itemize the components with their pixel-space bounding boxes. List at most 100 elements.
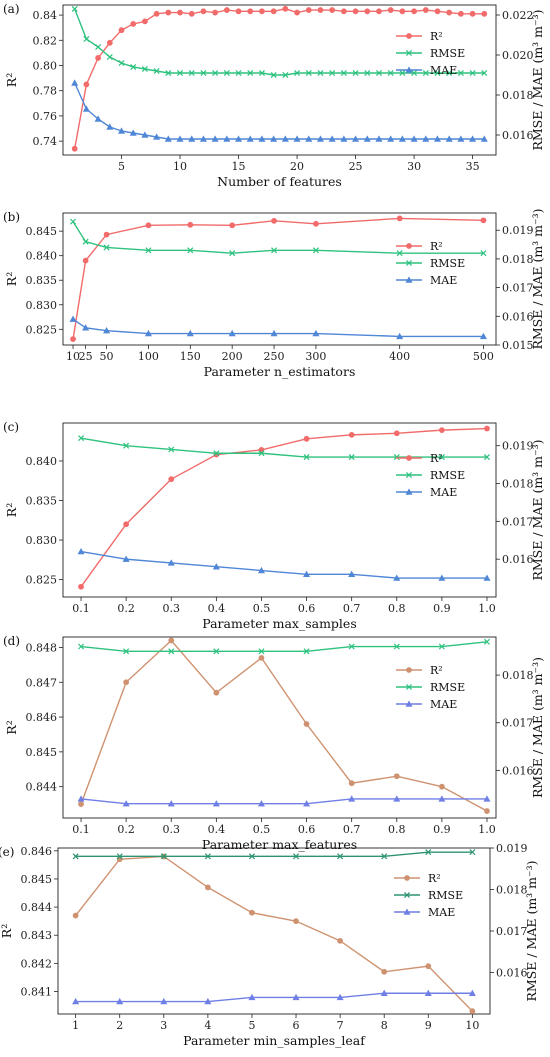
data-point [483, 454, 491, 461]
data-point [246, 135, 254, 142]
data-point [69, 315, 77, 322]
series-line [80, 798, 487, 805]
data-point [248, 853, 255, 860]
data-point [167, 800, 175, 807]
data-point [122, 555, 130, 562]
data-point [235, 69, 242, 77]
chart-panel-2: (c) 0.1 0.2 0.3 0.4 0.5 0.6 0.7 0.8 0.9 1.0 0.825 0.… [3, 420, 545, 631]
data-point [144, 329, 152, 337]
data-point [376, 8, 382, 15]
data-point [71, 5, 78, 13]
data-point [82, 105, 90, 112]
data-point [352, 8, 359, 15]
legend-label: RMSE [430, 47, 465, 60]
x-tick-label: 5 [248, 1019, 255, 1032]
x-tick-label: 500 [473, 350, 494, 363]
data-point [446, 9, 453, 16]
data-point [282, 5, 289, 12]
data-point [213, 648, 220, 655]
data-point [433, 135, 441, 142]
data-point [82, 238, 89, 245]
data-point [337, 853, 344, 860]
data-point [457, 135, 465, 142]
y-left-tick-label: 0.843 [21, 929, 53, 942]
series-line [72, 318, 484, 338]
data-point [106, 39, 113, 46]
data-point [165, 69, 172, 77]
data-point [399, 8, 406, 15]
data-point [247, 69, 254, 77]
data-point [438, 783, 445, 790]
data-point [188, 135, 196, 142]
legend: R² RMSE MAE [396, 664, 465, 711]
x-tick-label: 15 [232, 160, 246, 173]
y-right-tick-label: 0.018 [502, 669, 534, 682]
y-left-tick-label: 0.825 [26, 574, 58, 587]
x-tick-label: 250 [264, 350, 285, 363]
data-point [83, 81, 90, 88]
data-point [106, 53, 113, 61]
y-left-tick-label: 0.844 [26, 781, 58, 794]
y-left-tick-label: 0.844 [21, 901, 53, 914]
data-point [270, 135, 278, 142]
y-left-tick-label: 0.845 [26, 746, 58, 759]
series-line [75, 992, 473, 1003]
x-tick-label: 100 [138, 350, 159, 363]
data-point [177, 9, 183, 16]
legend-marker [406, 33, 412, 39]
data-point [70, 336, 76, 343]
legend-label: R² [430, 240, 443, 253]
data-point [348, 780, 355, 787]
legend-label: MAE [430, 698, 457, 711]
data-point [483, 795, 491, 802]
series-line [80, 427, 488, 588]
x-tick-label: 1.0 [478, 823, 496, 836]
data-point [72, 912, 79, 919]
legend: R² RMSE MAE [396, 240, 465, 287]
data-point [303, 648, 310, 655]
data-point [480, 250, 487, 257]
plot-frame [62, 212, 497, 346]
data-point [78, 435, 85, 442]
y-left-tick-label: 0.845 [26, 225, 58, 238]
x-tick-label: 0.5 [253, 602, 271, 615]
series-mae [71, 79, 488, 142]
legend-label: RMSE [430, 469, 465, 482]
chart-panel-3: (d) 0.1 0.2 0.3 0.4 0.5 0.6 0.7 0.8 0.9 1.0 0.844 0.… [3, 634, 545, 852]
x-tick-label: 0.7 [343, 823, 361, 836]
legend-marker [406, 455, 412, 461]
x-tick-label: 200 [222, 350, 243, 363]
legend: R² RMSE MAE [396, 452, 465, 499]
y-right-tick-label: 0.019 [496, 842, 528, 855]
data-point [348, 570, 356, 578]
y-left-tick-label: 0.846 [26, 711, 58, 724]
data-point [141, 65, 148, 73]
data-point [130, 63, 137, 71]
legend-marker [403, 891, 411, 899]
legend-label: RMSE [430, 257, 465, 270]
y-left-axis-label: R² [4, 73, 19, 87]
data-point [229, 250, 236, 257]
data-point [313, 220, 319, 227]
data-point [294, 69, 301, 77]
data-point [438, 643, 445, 650]
y-left-axis-label: R² [4, 503, 19, 517]
data-point [329, 69, 336, 77]
series-mae [72, 989, 476, 1005]
data-point [348, 795, 356, 802]
y-right-tick-label: 0.016 [496, 967, 528, 980]
plot-frame [57, 847, 491, 1015]
x-tick-label: 0.8 [388, 602, 406, 615]
y-left-tick-label: 0.76 [33, 110, 58, 123]
x-tick-label: 30 [407, 160, 421, 173]
data-point [340, 8, 347, 15]
y-left-tick-label: 0.830 [26, 299, 58, 312]
series-mae [77, 795, 491, 807]
legend-label: RMSE [430, 681, 465, 694]
data-point [469, 69, 476, 77]
x-tick-label: 2 [116, 1019, 123, 1032]
y-left-tick-label: 0.846 [21, 845, 53, 858]
data-point [396, 250, 403, 257]
data-point [293, 918, 299, 925]
y-left-tick-label: 0.835 [26, 495, 58, 508]
